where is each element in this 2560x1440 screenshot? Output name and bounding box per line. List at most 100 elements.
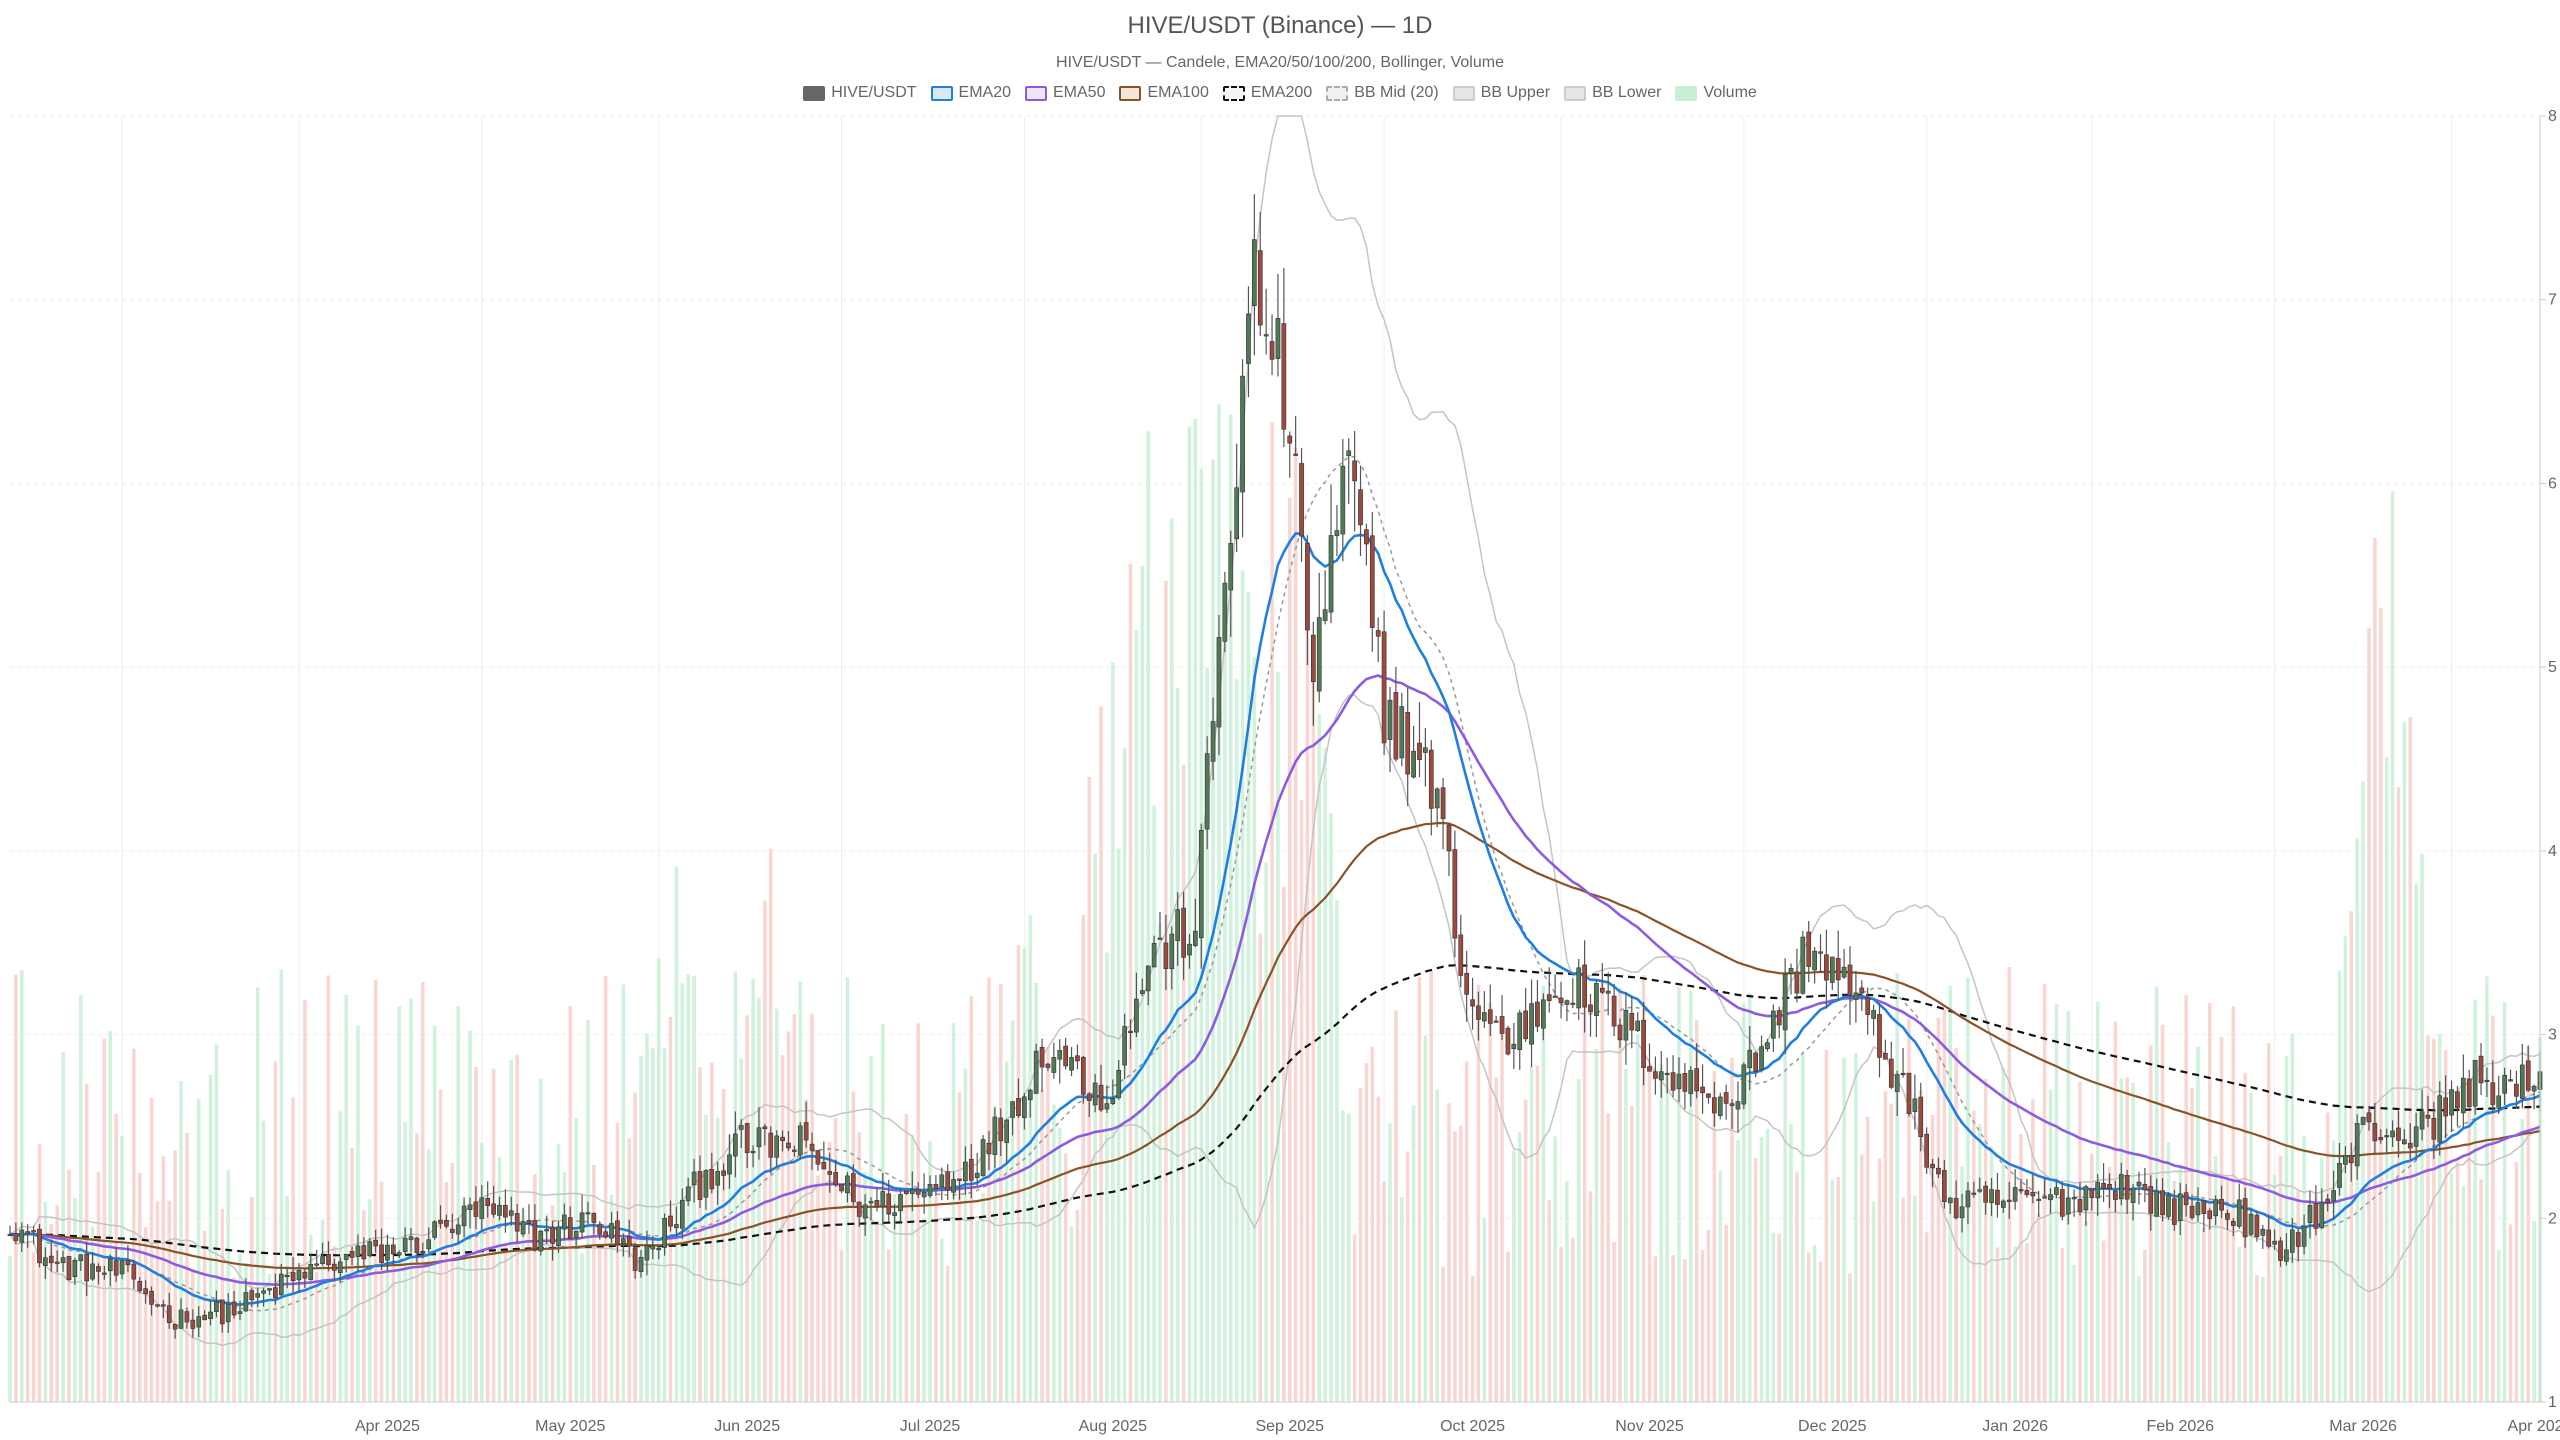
- candle-body: [249, 1290, 255, 1301]
- candle-body: [1653, 1071, 1658, 1079]
- candle-body: [756, 1127, 762, 1148]
- volume-bar: [208, 1074, 213, 1402]
- candle-body: [1812, 950, 1817, 971]
- legend-label-3: EMA100: [1147, 84, 1209, 101]
- candle-body: [685, 1186, 691, 1202]
- candle-body: [1322, 609, 1328, 621]
- volume-bar: [2467, 1092, 2471, 1402]
- candle-body: [2419, 1111, 2425, 1130]
- candle-body: [2354, 1123, 2360, 1167]
- volume-bar: [1806, 1252, 1811, 1402]
- volume-bar: [1724, 1224, 1728, 1402]
- volume-bar: [1105, 952, 1109, 1402]
- legend-item-1[interactable]: EMA20: [930, 84, 1011, 102]
- legend-item-3[interactable]: EMA100: [1119, 84, 1209, 102]
- volume-bar: [362, 1210, 366, 1402]
- candle-body: [2343, 1155, 2348, 1165]
- volume-bar: [326, 975, 331, 1402]
- candle-body: [1877, 1014, 1882, 1058]
- candle-body: [1682, 1073, 1688, 1092]
- volume-bar: [1299, 800, 1304, 1402]
- volume-bar: [1276, 671, 1280, 1402]
- volume-bar: [1046, 1047, 1050, 1402]
- volume-bar: [1576, 1079, 1581, 1402]
- volume-bar: [1205, 667, 1209, 1402]
- candle-body: [479, 1197, 485, 1219]
- candle-body: [54, 1261, 60, 1264]
- candle-body: [868, 1201, 874, 1204]
- volume-bar: [1287, 498, 1292, 1403]
- legend-item-5[interactable]: BB Mid (20): [1326, 84, 1439, 102]
- candle-body: [561, 1214, 567, 1230]
- candle-body: [1959, 1206, 1965, 1219]
- candle-body: [2230, 1220, 2236, 1226]
- candle-body: [1051, 1057, 1057, 1073]
- candle-body: [1883, 1052, 1888, 1060]
- volume-bar: [957, 1092, 962, 1402]
- volume-bar: [421, 982, 425, 1402]
- candle-body: [1340, 465, 1346, 535]
- candle-body: [2171, 1198, 2177, 1225]
- candle-body: [762, 1126, 768, 1130]
- x-tick-label: Oct 2025: [1440, 1418, 1505, 1435]
- candle-body: [573, 1230, 579, 1238]
- volume-bar: [940, 1238, 944, 1402]
- candle-body: [426, 1239, 432, 1250]
- volume-bar: [1960, 1166, 1964, 1402]
- volume-bar: [981, 1192, 985, 1402]
- volume-bar: [2261, 1277, 2265, 1402]
- candle-body: [308, 1264, 314, 1280]
- volume-bar: [851, 1091, 856, 1402]
- candle-body: [2284, 1249, 2289, 1262]
- legend-item-6[interactable]: BB Upper: [1452, 84, 1550, 102]
- legend-swatch-1: [930, 85, 953, 101]
- volume-bar: [25, 1241, 30, 1402]
- candle-body: [850, 1173, 856, 1202]
- candle-body: [119, 1260, 125, 1275]
- candle-body: [1735, 1101, 1741, 1110]
- candle-body: [66, 1256, 72, 1281]
- volume-bar: [645, 1033, 649, 1402]
- candle-body: [337, 1261, 343, 1274]
- volume-bar: [1152, 805, 1156, 1402]
- candle-body: [556, 1226, 561, 1246]
- volume-bar: [757, 997, 761, 1402]
- volume-bar: [1022, 948, 1027, 1402]
- candle-body: [2360, 1116, 2366, 1125]
- volume-bar: [1936, 1017, 1941, 1402]
- legend-item-0[interactable]: HIVE/USDT: [803, 84, 917, 102]
- candle-body: [467, 1204, 473, 1211]
- legend-swatch-2: [1025, 85, 1047, 101]
- legend-item-2[interactable]: EMA50: [1025, 84, 1105, 102]
- legend-item-7[interactable]: BB Lower: [1564, 84, 1661, 102]
- volume-bar: [2119, 1078, 2124, 1402]
- volume-bar: [904, 1113, 909, 1402]
- candle-body: [1352, 460, 1357, 482]
- volume-bar: [627, 1138, 631, 1402]
- volume-bar: [2296, 1190, 2300, 1402]
- volume-bar: [1099, 706, 1103, 1402]
- volume-bar: [1547, 1200, 1551, 1402]
- candles: [7, 194, 2543, 1339]
- candle-body: [1505, 1027, 1511, 1055]
- candle-body: [1847, 964, 1853, 996]
- candle-body: [768, 1132, 774, 1158]
- candle-body: [214, 1301, 219, 1312]
- legend-item-8[interactable]: Volume: [1675, 84, 1757, 102]
- candle-body: [43, 1257, 48, 1266]
- volume-bar: [1907, 1019, 1911, 1402]
- candle-body: [1234, 487, 1240, 540]
- legend-swatch-8: [1675, 85, 1698, 101]
- volume-bar: [1052, 1104, 1056, 1402]
- volume-bar: [196, 1098, 201, 1402]
- legend-item-4[interactable]: EMA200: [1222, 84, 1312, 102]
- candle-body: [1818, 951, 1823, 954]
- candle-body: [933, 1184, 939, 1189]
- volume-bar: [651, 1047, 655, 1402]
- volume-bar: [656, 958, 661, 1402]
- volume-bar: [1730, 1057, 1734, 1402]
- candle-body: [1658, 1071, 1664, 1081]
- candle-body: [19, 1229, 25, 1243]
- volume-bar: [1081, 914, 1086, 1402]
- volume-bar: [279, 969, 284, 1402]
